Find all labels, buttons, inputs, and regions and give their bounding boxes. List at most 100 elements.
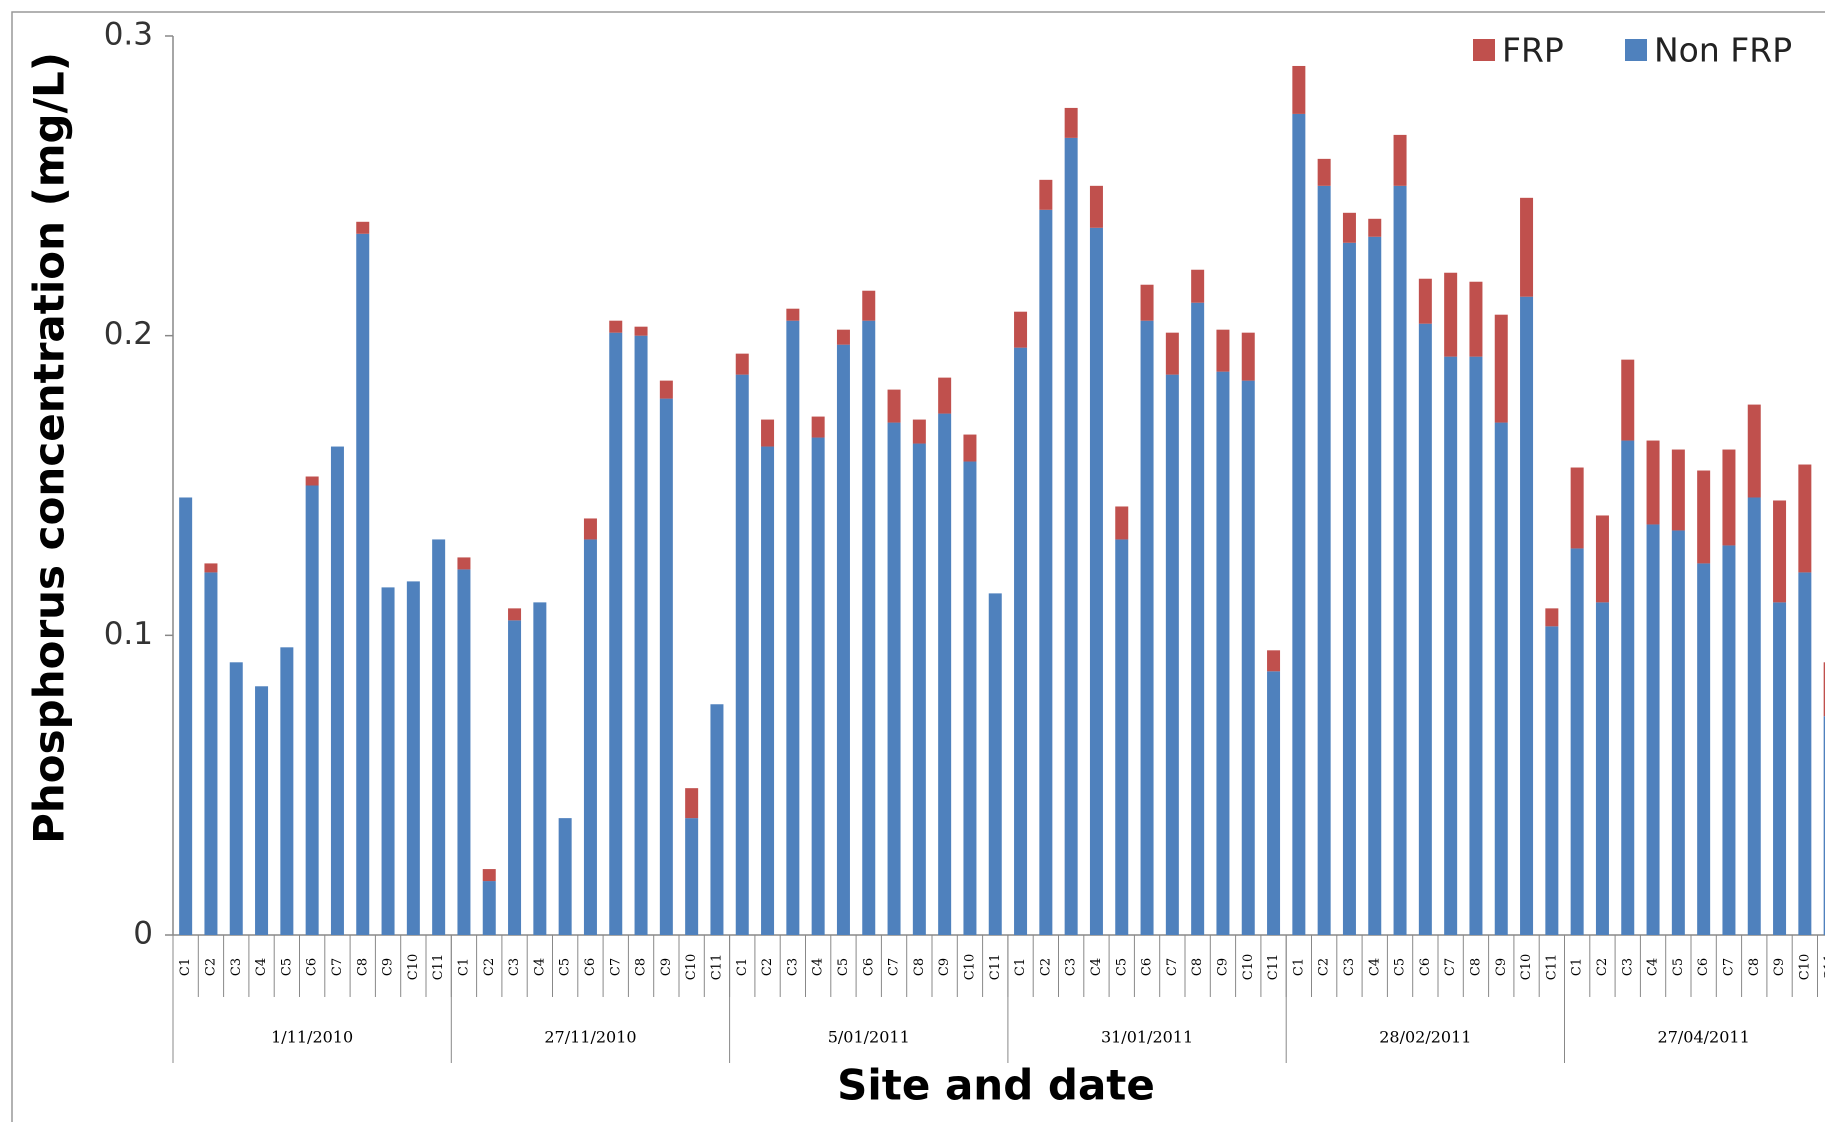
x-tick-label: C9 [1494, 958, 1509, 976]
bar-segment [1089, 227, 1103, 935]
bar-segment [179, 497, 193, 935]
bar-segment [1646, 440, 1660, 525]
x-tick-label: C11 [431, 954, 446, 981]
bar-segment [912, 443, 926, 935]
bar-segment [255, 686, 269, 935]
bar-segment [1570, 467, 1584, 549]
bar-segment [1267, 650, 1281, 672]
bar-segment [1014, 347, 1028, 935]
bar-segment [1039, 209, 1053, 936]
x-tick-label: C10 [684, 954, 699, 981]
x-tick-label: C8 [1190, 958, 1205, 976]
bar-segment [710, 704, 724, 935]
x-tick-label: C1 [178, 958, 193, 976]
bar-segment [786, 308, 800, 321]
bar-segment [1292, 113, 1306, 935]
legend-swatch [1473, 39, 1495, 61]
bar-segment [1798, 464, 1812, 573]
x-tick-label: C2 [760, 958, 775, 976]
group-label: 27/11/2010 [544, 1028, 636, 1047]
x-tick-label: C10 [1241, 954, 1256, 981]
x-tick-label: C8 [634, 958, 649, 976]
x-tick-label: C6 [1418, 958, 1433, 976]
x-tick-label: C2 [1317, 958, 1332, 976]
x-tick-label: C9 [659, 958, 674, 976]
bar-segment [558, 818, 572, 935]
frame [11, 11, 1825, 1122]
bar-segment [1469, 281, 1483, 357]
x-tick-label: C5 [1393, 958, 1408, 976]
x-tick-label: C2 [203, 958, 218, 976]
bar-segment [1823, 716, 1825, 935]
bar-segment [659, 398, 673, 935]
bar-segment [887, 389, 901, 423]
group-label: 28/02/2011 [1379, 1028, 1471, 1047]
x-tick-label: C5 [279, 958, 294, 976]
bar-segment [1520, 296, 1534, 936]
bar-segment [912, 419, 926, 444]
bar-segment [1671, 530, 1685, 935]
bar-segment [735, 353, 749, 375]
bar-segment [457, 557, 471, 570]
bar-segment [1494, 314, 1508, 423]
bar-segment [1773, 602, 1787, 935]
bar-segment [1064, 137, 1078, 936]
x-tick-label: C10 [1797, 954, 1812, 981]
x-tick-label: C4 [811, 958, 826, 976]
bar-segment [1621, 359, 1635, 441]
bar-segment [887, 422, 901, 935]
bar-segment [1014, 311, 1028, 348]
x-tick-label: C11 [709, 954, 724, 981]
bar-segment [862, 320, 876, 935]
bar-segment [1165, 332, 1179, 375]
x-tick-label: C9 [1215, 958, 1230, 976]
bar-segment [1140, 284, 1154, 321]
bar-segment [1621, 440, 1635, 935]
bar-segment [938, 413, 952, 936]
bar-segment [1039, 179, 1053, 210]
bar-segment [356, 221, 370, 234]
bar-segment [634, 335, 648, 936]
bar-segment [963, 434, 977, 462]
legend-swatch [1625, 39, 1647, 61]
bar-segment [1444, 356, 1458, 936]
bar-segment [1393, 185, 1407, 936]
group-label: 5/01/2011 [828, 1028, 910, 1047]
bar-segment [280, 647, 294, 935]
x-tick-label: C11 [1823, 954, 1825, 981]
bar-segment [761, 419, 775, 447]
x-tick-label: C2 [1595, 958, 1610, 976]
bar-segment [1317, 158, 1331, 186]
bar-segment [988, 593, 1002, 935]
x-tick-label: C7 [1165, 958, 1180, 976]
x-tick-label: C2 [1038, 958, 1053, 976]
bar-segment [1191, 302, 1205, 935]
bar-segment [583, 518, 597, 540]
x-tick-label: C10 [962, 954, 977, 981]
x-tick-label: C5 [1671, 958, 1686, 976]
x-tick-label: C1 [456, 958, 471, 976]
x-tick-label: C10 [1519, 954, 1534, 981]
bar-segment [457, 569, 471, 935]
x-tick-label: C3 [229, 958, 244, 976]
bar-segment [305, 476, 319, 486]
x-tick-label: C6 [1140, 958, 1155, 976]
bar-segment [1570, 548, 1584, 935]
x-tick-label: C1 [1570, 958, 1585, 976]
x-tick-label: C3 [1342, 958, 1357, 976]
bar-segment [1545, 608, 1559, 627]
bar-segment [1520, 197, 1534, 297]
x-tick-label: C8 [912, 958, 927, 976]
bar-segment [1342, 212, 1356, 243]
bar-segment [685, 818, 699, 935]
x-tick-label: C7 [1443, 958, 1458, 976]
bar-segment [432, 539, 446, 935]
bar-segment [1722, 545, 1736, 935]
bar-segment [330, 446, 344, 935]
bar-segment [508, 608, 522, 621]
x-tick-label: C7 [887, 958, 902, 976]
bar-segment [1823, 662, 1825, 717]
x-tick-label: C7 [608, 958, 623, 976]
bar-segment [862, 290, 876, 321]
